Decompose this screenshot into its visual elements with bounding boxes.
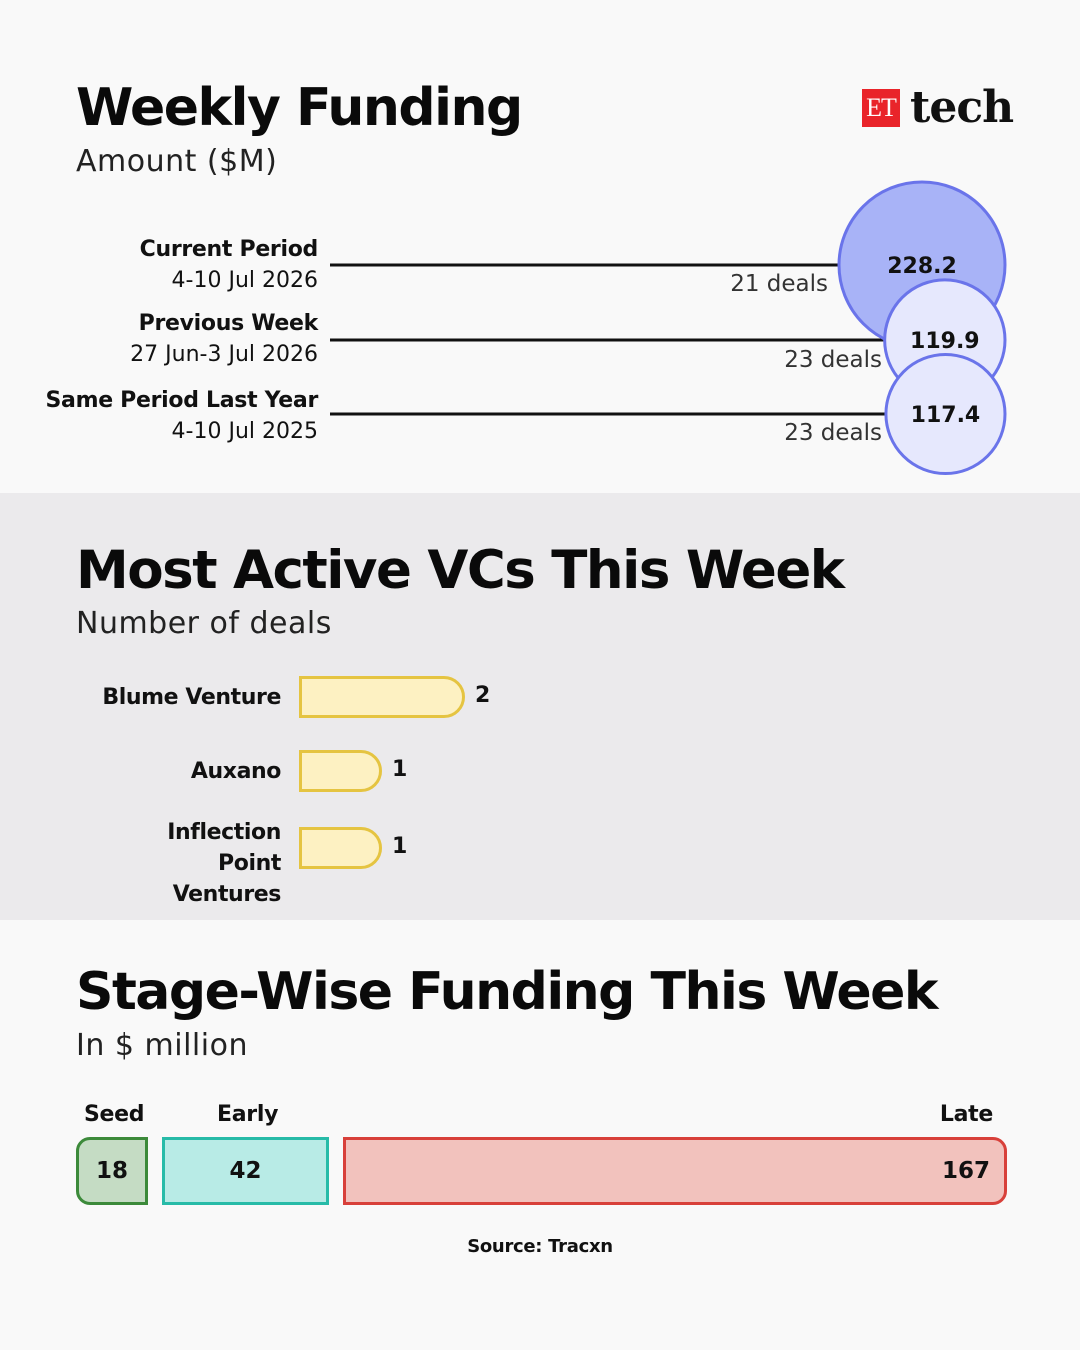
vc-bar — [299, 827, 382, 869]
period-name: Same Period Last Year — [45, 388, 318, 413]
stage-bar-seed: 18 — [76, 1137, 148, 1205]
stage-category-label: Late — [939, 1102, 993, 1127]
most-active-vcs-title: Most Active VCs This Week — [76, 540, 845, 601]
stage-funding-title: Stage-Wise Funding This Week — [76, 962, 939, 1022]
stage-value-label: 18 — [95, 1158, 128, 1184]
period-label-previous: Previous Week 27 Jun-3 Jul 2026 — [130, 308, 318, 370]
weekly-funding-bubble-chart: 228.2 119.9 117.4 — [330, 180, 1007, 476]
period-name: Current Period — [139, 237, 319, 262]
vc-label: Inflection Point Ventures — [167, 820, 281, 907]
logo-et-mark: ET — [862, 89, 900, 127]
vc-bar — [299, 676, 465, 718]
bubble-value-label: 119.9 — [910, 329, 980, 354]
et-tech-logo: ET tech — [862, 82, 1014, 133]
vc-value-label: 2 — [475, 683, 491, 708]
weekly-funding-title: Weekly Funding — [76, 78, 523, 138]
vc-value-label: 1 — [392, 757, 408, 782]
source-note: Source: Tracxn — [467, 1236, 613, 1257]
vc-label: Blume Venture — [102, 685, 281, 710]
bubble-value-label: 117.4 — [911, 403, 981, 428]
funding-bubble — [884, 352, 1007, 476]
period-label-current: Current Period 4-10 Jul 2026 — [139, 234, 319, 296]
logo-tech-wordmark: tech — [910, 82, 1014, 133]
vc-value-label: 1 — [392, 834, 408, 859]
stage-bar-late: 167 — [343, 1137, 1007, 1205]
deals-count-previous: 23 deals — [784, 347, 882, 373]
stage-value-label: 167 — [941, 1158, 990, 1184]
stage-value-label: 42 — [229, 1158, 262, 1184]
stage-category-label: Early — [217, 1102, 279, 1127]
most-active-vcs-subtitle: Number of deals — [76, 606, 332, 641]
period-label-last-year: Same Period Last Year 4-10 Jul 2025 — [45, 385, 318, 447]
weekly-funding-subtitle: Amount ($M) — [76, 144, 278, 179]
stage-category-label: Seed — [84, 1102, 145, 1127]
bubble-value-label: 228.2 — [887, 254, 957, 279]
deals-count-current: 21 deals — [730, 271, 828, 297]
period-name: Previous Week — [138, 311, 319, 336]
deals-count-last-year: 23 deals — [784, 420, 882, 446]
period-dates: 27 Jun-3 Jul 2026 — [130, 342, 318, 367]
period-dates: 4-10 Jul 2026 — [171, 268, 318, 293]
most-active-vcs-section — [0, 493, 1080, 920]
vc-bar — [299, 750, 382, 792]
period-dates: 4-10 Jul 2025 — [171, 419, 318, 444]
stage-bar-early: 42 — [162, 1137, 329, 1205]
vc-label: Auxano — [190, 759, 282, 784]
stage-funding-subtitle: In $ million — [76, 1028, 248, 1063]
